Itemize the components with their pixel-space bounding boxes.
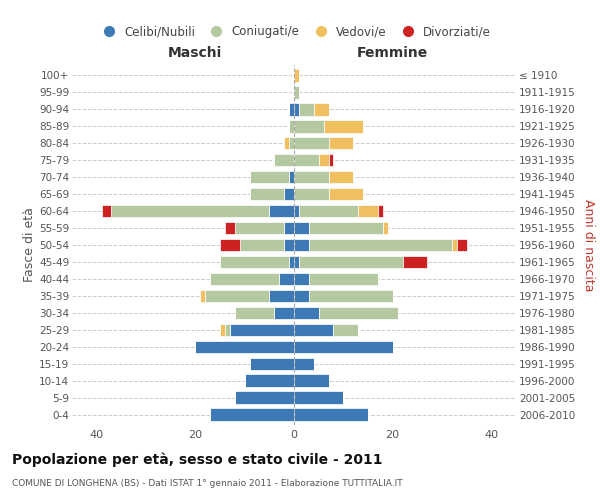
Bar — [289, 103, 294, 116]
Bar — [323, 120, 363, 132]
Bar — [294, 358, 314, 370]
Bar — [284, 188, 294, 200]
Bar — [235, 222, 284, 234]
Bar — [294, 392, 343, 404]
Bar — [294, 69, 299, 82]
Bar — [220, 238, 240, 252]
Bar — [294, 374, 329, 387]
Bar — [329, 170, 353, 183]
Bar — [210, 408, 294, 421]
Bar — [319, 154, 329, 166]
Bar — [294, 170, 329, 183]
Bar — [383, 222, 388, 234]
Bar — [240, 238, 284, 252]
Bar — [294, 306, 319, 320]
Bar — [289, 136, 294, 149]
Bar — [269, 204, 294, 218]
Bar — [294, 154, 319, 166]
Bar — [294, 120, 323, 132]
Text: COMUNE DI LONGHENA (BS) - Dati ISTAT 1° gennaio 2011 - Elaborazione TUTTITALIA.I: COMUNE DI LONGHENA (BS) - Dati ISTAT 1° … — [12, 479, 403, 488]
Bar — [299, 256, 403, 268]
Bar — [245, 374, 294, 387]
Bar — [294, 324, 334, 336]
Bar — [196, 340, 294, 353]
Bar — [309, 222, 383, 234]
Bar — [294, 136, 329, 149]
Bar — [289, 170, 294, 183]
Bar — [289, 120, 294, 132]
Bar — [250, 188, 284, 200]
Bar — [294, 272, 309, 285]
Text: Maschi: Maschi — [168, 46, 223, 60]
Bar — [314, 103, 329, 116]
Y-axis label: Anni di nascita: Anni di nascita — [582, 198, 595, 291]
Bar — [329, 154, 334, 166]
Bar — [299, 204, 358, 218]
Bar — [279, 272, 294, 285]
Bar — [235, 306, 274, 320]
Bar — [250, 358, 294, 370]
Bar — [220, 256, 289, 268]
Bar — [294, 238, 309, 252]
Bar — [294, 256, 299, 268]
Bar — [294, 340, 392, 353]
Text: Popolazione per età, sesso e stato civile - 2011: Popolazione per età, sesso e stato civil… — [12, 452, 383, 467]
Bar — [210, 272, 279, 285]
Text: Femmine: Femmine — [357, 46, 428, 60]
Bar — [294, 86, 299, 99]
Bar — [274, 154, 294, 166]
Bar — [274, 306, 294, 320]
Bar — [334, 324, 358, 336]
Bar — [457, 238, 467, 252]
Bar — [378, 204, 383, 218]
Bar — [112, 204, 269, 218]
Bar — [101, 204, 112, 218]
Bar — [309, 238, 452, 252]
Bar — [294, 188, 329, 200]
Bar — [294, 103, 299, 116]
Bar — [299, 103, 314, 116]
Bar — [289, 256, 294, 268]
Bar — [329, 188, 363, 200]
Bar — [294, 204, 299, 218]
Bar — [284, 136, 289, 149]
Bar — [235, 392, 294, 404]
Bar — [225, 222, 235, 234]
Bar — [225, 324, 230, 336]
Bar — [269, 290, 294, 302]
Bar — [309, 290, 392, 302]
Bar — [284, 222, 294, 234]
Bar — [358, 204, 378, 218]
Bar — [294, 408, 368, 421]
Bar — [294, 222, 309, 234]
Bar — [403, 256, 427, 268]
Bar — [319, 306, 398, 320]
Bar — [220, 324, 225, 336]
Bar — [284, 238, 294, 252]
Legend: Celibi/Nubili, Coniugati/e, Vedovi/e, Divorziati/e: Celibi/Nubili, Coniugati/e, Vedovi/e, Di… — [92, 20, 496, 43]
Bar — [452, 238, 457, 252]
Bar — [200, 290, 205, 302]
Bar — [230, 324, 294, 336]
Bar — [250, 170, 289, 183]
Bar — [329, 136, 353, 149]
Y-axis label: Fasce di età: Fasce di età — [23, 208, 36, 282]
Bar — [205, 290, 269, 302]
Bar — [294, 290, 309, 302]
Bar — [309, 272, 378, 285]
